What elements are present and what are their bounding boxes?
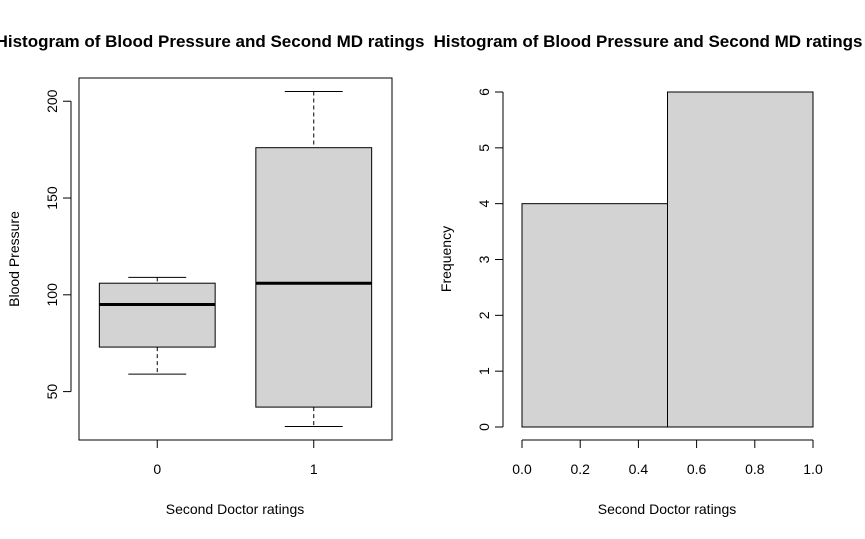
boxplot-y-axis-label: Blood Pressure <box>6 211 22 307</box>
boxplot-y-tick-label: 200 <box>44 89 60 113</box>
histogram-y-tick-label: 2 <box>476 311 492 319</box>
histogram-panel: Histogram of Blood Pressure and Second M… <box>434 32 863 517</box>
histogram-bars <box>521 91 814 428</box>
histogram-x-axis: 0.0 0.2 0.4 0.6 0.8 1.0 <box>512 439 823 477</box>
boxplot-panel: Histogram of Blood Pressure and Second M… <box>0 32 424 517</box>
histogram-x-tick-label: 0.6 <box>687 461 707 477</box>
histogram-x-tick-label: 0.8 <box>745 461 765 477</box>
histogram-x-tick-label: 0.4 <box>629 461 649 477</box>
boxplot-y-tick-label: 50 <box>44 384 60 400</box>
histogram-y-tick-label: 4 <box>476 200 492 208</box>
histogram-y-tick-label: 5 <box>476 144 492 152</box>
histogram-y-tick-label: 3 <box>476 255 492 263</box>
boxplot-y-axis: 50 100 150 200 <box>44 89 72 400</box>
boxplot-x-tick-label: 0 <box>153 461 161 477</box>
histogram-x-tick-label: 0.2 <box>570 461 590 477</box>
boxplot-iqr-box <box>255 147 373 408</box>
boxplot-x-tick-label: 1 <box>310 461 318 477</box>
boxplot-title: Histogram of Blood Pressure and Second M… <box>0 32 424 51</box>
histogram-y-axis-label: Frequency <box>438 226 454 292</box>
boxplot-y-tick-label: 100 <box>44 283 60 307</box>
boxplot-boxes <box>98 91 373 427</box>
boxplot-box-0 <box>98 276 216 375</box>
histogram-x-tick-label: 0.0 <box>512 461 532 477</box>
boxplot-iqr-box <box>98 282 216 348</box>
histogram-x-tick-label: 1.0 <box>803 461 823 477</box>
histogram-bar <box>667 91 814 428</box>
histogram-title: Histogram of Blood Pressure and Second M… <box>434 32 863 51</box>
boxplot-box-1 <box>255 91 373 427</box>
boxplot-x-axis-label: Second Doctor ratings <box>166 501 305 517</box>
histogram-y-axis: 0 1 2 3 4 5 6 <box>476 88 504 431</box>
histogram-x-axis-label: Second Doctor ratings <box>598 501 737 517</box>
histogram-y-tick-label: 6 <box>476 88 492 96</box>
histogram-bar <box>521 203 668 428</box>
boxplot-y-tick-label: 150 <box>44 186 60 210</box>
histogram-y-tick-label: 1 <box>476 367 492 375</box>
histogram-y-tick-label: 0 <box>476 423 492 431</box>
